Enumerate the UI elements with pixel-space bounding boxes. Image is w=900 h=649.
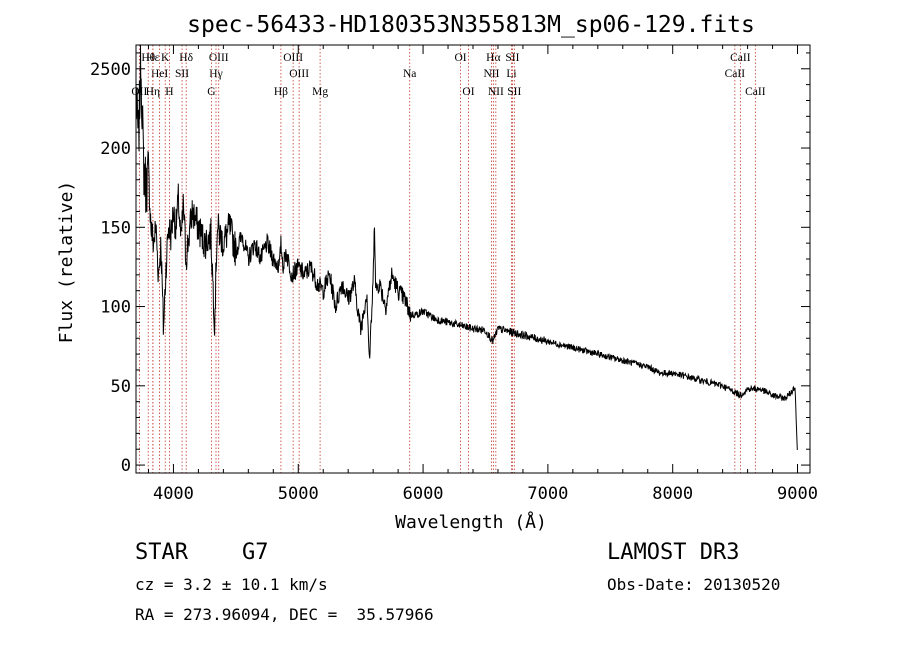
x-tick-label: 7000 (527, 484, 568, 504)
line-marker-label: CaII (730, 52, 751, 64)
coordinates: RA = 273.96094, DEC = 35.57966 (135, 605, 434, 624)
line-marker-label: Hε (146, 52, 159, 64)
line-marker-label: OI (454, 52, 466, 64)
y-tick-label: 2500 (90, 60, 131, 80)
line-marker-label: H (165, 86, 173, 98)
line-marker-label: NII (483, 68, 499, 80)
line-marker-label: SII (505, 52, 519, 64)
y-tick-label: 50 (111, 377, 131, 397)
line-marker-label: K (161, 52, 170, 64)
x-tick-label: 4000 (153, 484, 194, 504)
line-marker-label: Hγ (209, 68, 222, 80)
y-tick-label: 100 (100, 298, 131, 318)
line-marker-label: NII (488, 86, 504, 98)
y-tick-label: 200 (100, 139, 131, 159)
line-marker-label: Na (403, 68, 416, 80)
y-tick-label: 0 (121, 456, 131, 476)
line-marker-label: Hη (146, 86, 160, 98)
x-tick-label: 8000 (652, 484, 693, 504)
line-marker-label: OI (462, 86, 474, 98)
line-marker-label: G (207, 86, 215, 98)
x-tick-label: 9000 (777, 484, 818, 504)
line-marker-label: Hα (486, 52, 500, 64)
survey-name: LAMOST DR3 (607, 540, 739, 565)
spectrum-line (135, 45, 798, 451)
line-marker-label: SII (507, 86, 521, 98)
line-marker-label: SII (175, 68, 189, 80)
y-tick-label: 150 (100, 218, 131, 238)
line-marker-label: HeI (151, 68, 168, 80)
plot-frame (135, 44, 811, 474)
line-marker-label: OIII (289, 68, 309, 80)
x-tick-label: 5000 (278, 484, 319, 504)
line-marker-label: CaII (745, 86, 766, 98)
redshift-cz: cz = 3.2 ± 10.1 km/s (135, 575, 328, 594)
axes: 4000 5000 6000 7000 8000 9000 0 50 100 150 200 2500 (90, 45, 818, 504)
line-marker-label: Hδ (179, 52, 193, 64)
line-marker-label: Hθ (141, 52, 155, 64)
y-axis-label: Flux (relative) (56, 181, 77, 344)
x-tick-label: 6000 (403, 484, 444, 504)
chart-title: spec-56433-HD180353N355813M_sp06-129.fit… (187, 12, 755, 38)
object-subclass: G7 (242, 540, 269, 565)
line-marker-label: Li (506, 68, 516, 80)
line-marker-label: OIII (283, 52, 303, 64)
observation-date: Obs-Date: 20130520 (607, 575, 780, 594)
x-axis-label: Wavelength (Å) (395, 511, 547, 533)
line-marker-label: Mg (312, 86, 328, 98)
line-marker-label: OIII (209, 52, 229, 64)
line-marker-label: Hβ (274, 86, 288, 98)
line-marker-label: CaII (725, 68, 746, 80)
object-class: STAR (135, 540, 189, 565)
